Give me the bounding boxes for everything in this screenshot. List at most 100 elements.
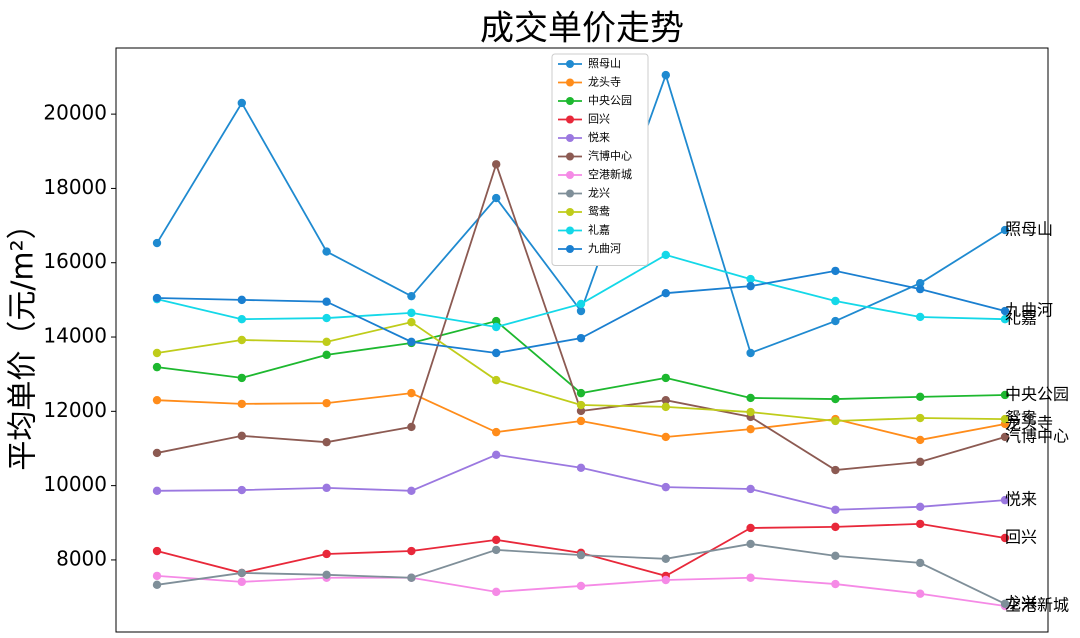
data-point — [831, 465, 840, 475]
data-point — [831, 522, 840, 532]
data-point — [576, 333, 586, 343]
data-point — [237, 577, 246, 587]
data-point — [661, 373, 670, 383]
data-point — [492, 193, 501, 203]
series-line — [156, 453, 1006, 511]
series-line — [156, 392, 1006, 441]
data-point — [746, 523, 755, 533]
legend-marker — [566, 115, 574, 124]
data-point — [492, 427, 501, 437]
data-point — [661, 250, 670, 260]
end-label: 中央公园 — [1005, 384, 1069, 403]
data-point — [152, 486, 162, 496]
data-point — [746, 281, 755, 291]
data-point — [407, 388, 416, 398]
data-point — [1000, 432, 1010, 442]
legend-label: 回兴 — [588, 113, 610, 126]
data-point — [322, 247, 331, 256]
data-point — [492, 322, 501, 332]
data-point — [322, 337, 331, 347]
data-point — [746, 573, 755, 582]
data-point — [152, 580, 162, 590]
data-point — [661, 432, 670, 442]
data-point — [1000, 533, 1010, 543]
y-tick-label: 14000 — [43, 324, 107, 348]
data-point — [576, 400, 586, 410]
data-point — [916, 413, 925, 423]
end-label: 回兴 — [1005, 528, 1037, 547]
series-line — [156, 320, 1006, 400]
data-point — [916, 392, 925, 402]
data-point — [237, 314, 246, 324]
data-point — [661, 575, 670, 585]
data-point — [322, 297, 331, 306]
data-point — [407, 573, 416, 582]
data-point — [237, 568, 246, 578]
legend-marker — [566, 60, 574, 68]
data-point — [1000, 390, 1010, 400]
data-point — [831, 316, 840, 326]
y-tick-label: 16000 — [43, 249, 107, 273]
data-point — [661, 482, 670, 492]
data-point — [237, 373, 246, 383]
data-point — [492, 545, 501, 555]
data-point — [916, 502, 925, 512]
end-label: 空港新城 — [1005, 595, 1069, 614]
y-tick-label: 10000 — [43, 472, 107, 496]
data-point — [576, 388, 586, 398]
data-point — [407, 317, 416, 327]
data-point — [576, 306, 586, 316]
legend-marker — [566, 152, 574, 161]
data-point — [237, 295, 246, 305]
data-point — [576, 406, 586, 416]
series-line — [156, 575, 1006, 607]
legend-label: 汽博中心 — [588, 149, 632, 163]
legend-marker — [566, 208, 574, 216]
data-point — [1000, 306, 1010, 316]
data-point — [492, 535, 501, 545]
data-point — [152, 546, 162, 556]
data-point — [746, 424, 755, 434]
data-point — [322, 313, 331, 323]
legend-marker — [566, 97, 574, 105]
data-point — [831, 296, 840, 306]
data-point — [576, 299, 586, 309]
data-point — [237, 399, 246, 409]
legend-marker — [566, 171, 574, 179]
data-point — [576, 550, 586, 560]
y-tick-label: 8000 — [56, 546, 107, 570]
data-point — [831, 266, 840, 276]
data-point — [916, 312, 925, 322]
data-point — [492, 348, 501, 358]
y-tick-label: 12000 — [43, 398, 107, 422]
end-label: 汽博中心 — [1005, 426, 1069, 445]
data-point — [661, 70, 670, 80]
legend-marker — [566, 226, 574, 235]
y-axis-label: 平均单价（元/m²） — [6, 209, 41, 470]
data-point — [407, 546, 416, 556]
data-point — [407, 308, 416, 318]
data-point — [492, 375, 501, 385]
data-point — [322, 350, 331, 360]
data-point — [916, 284, 925, 294]
end-label: 九曲河 — [1005, 301, 1053, 320]
legend-label: 龙头寺 — [588, 76, 621, 89]
data-point — [237, 98, 246, 108]
data-point — [322, 483, 331, 493]
data-point — [661, 395, 670, 405]
legend-label: 空港新城 — [588, 167, 632, 181]
data-point — [661, 402, 670, 412]
data-point — [322, 549, 331, 559]
data-point — [746, 274, 755, 284]
data-point — [831, 416, 840, 426]
chart-title: 成交单价走势 — [480, 9, 684, 49]
data-point — [746, 407, 755, 417]
legend-label: 鸳鸯 — [588, 204, 610, 218]
legend-label: 中央公园 — [588, 94, 632, 107]
data-point — [1000, 495, 1010, 505]
legend-marker — [566, 245, 574, 253]
y-tick-label: 18000 — [43, 175, 107, 199]
legend-marker — [566, 134, 574, 142]
